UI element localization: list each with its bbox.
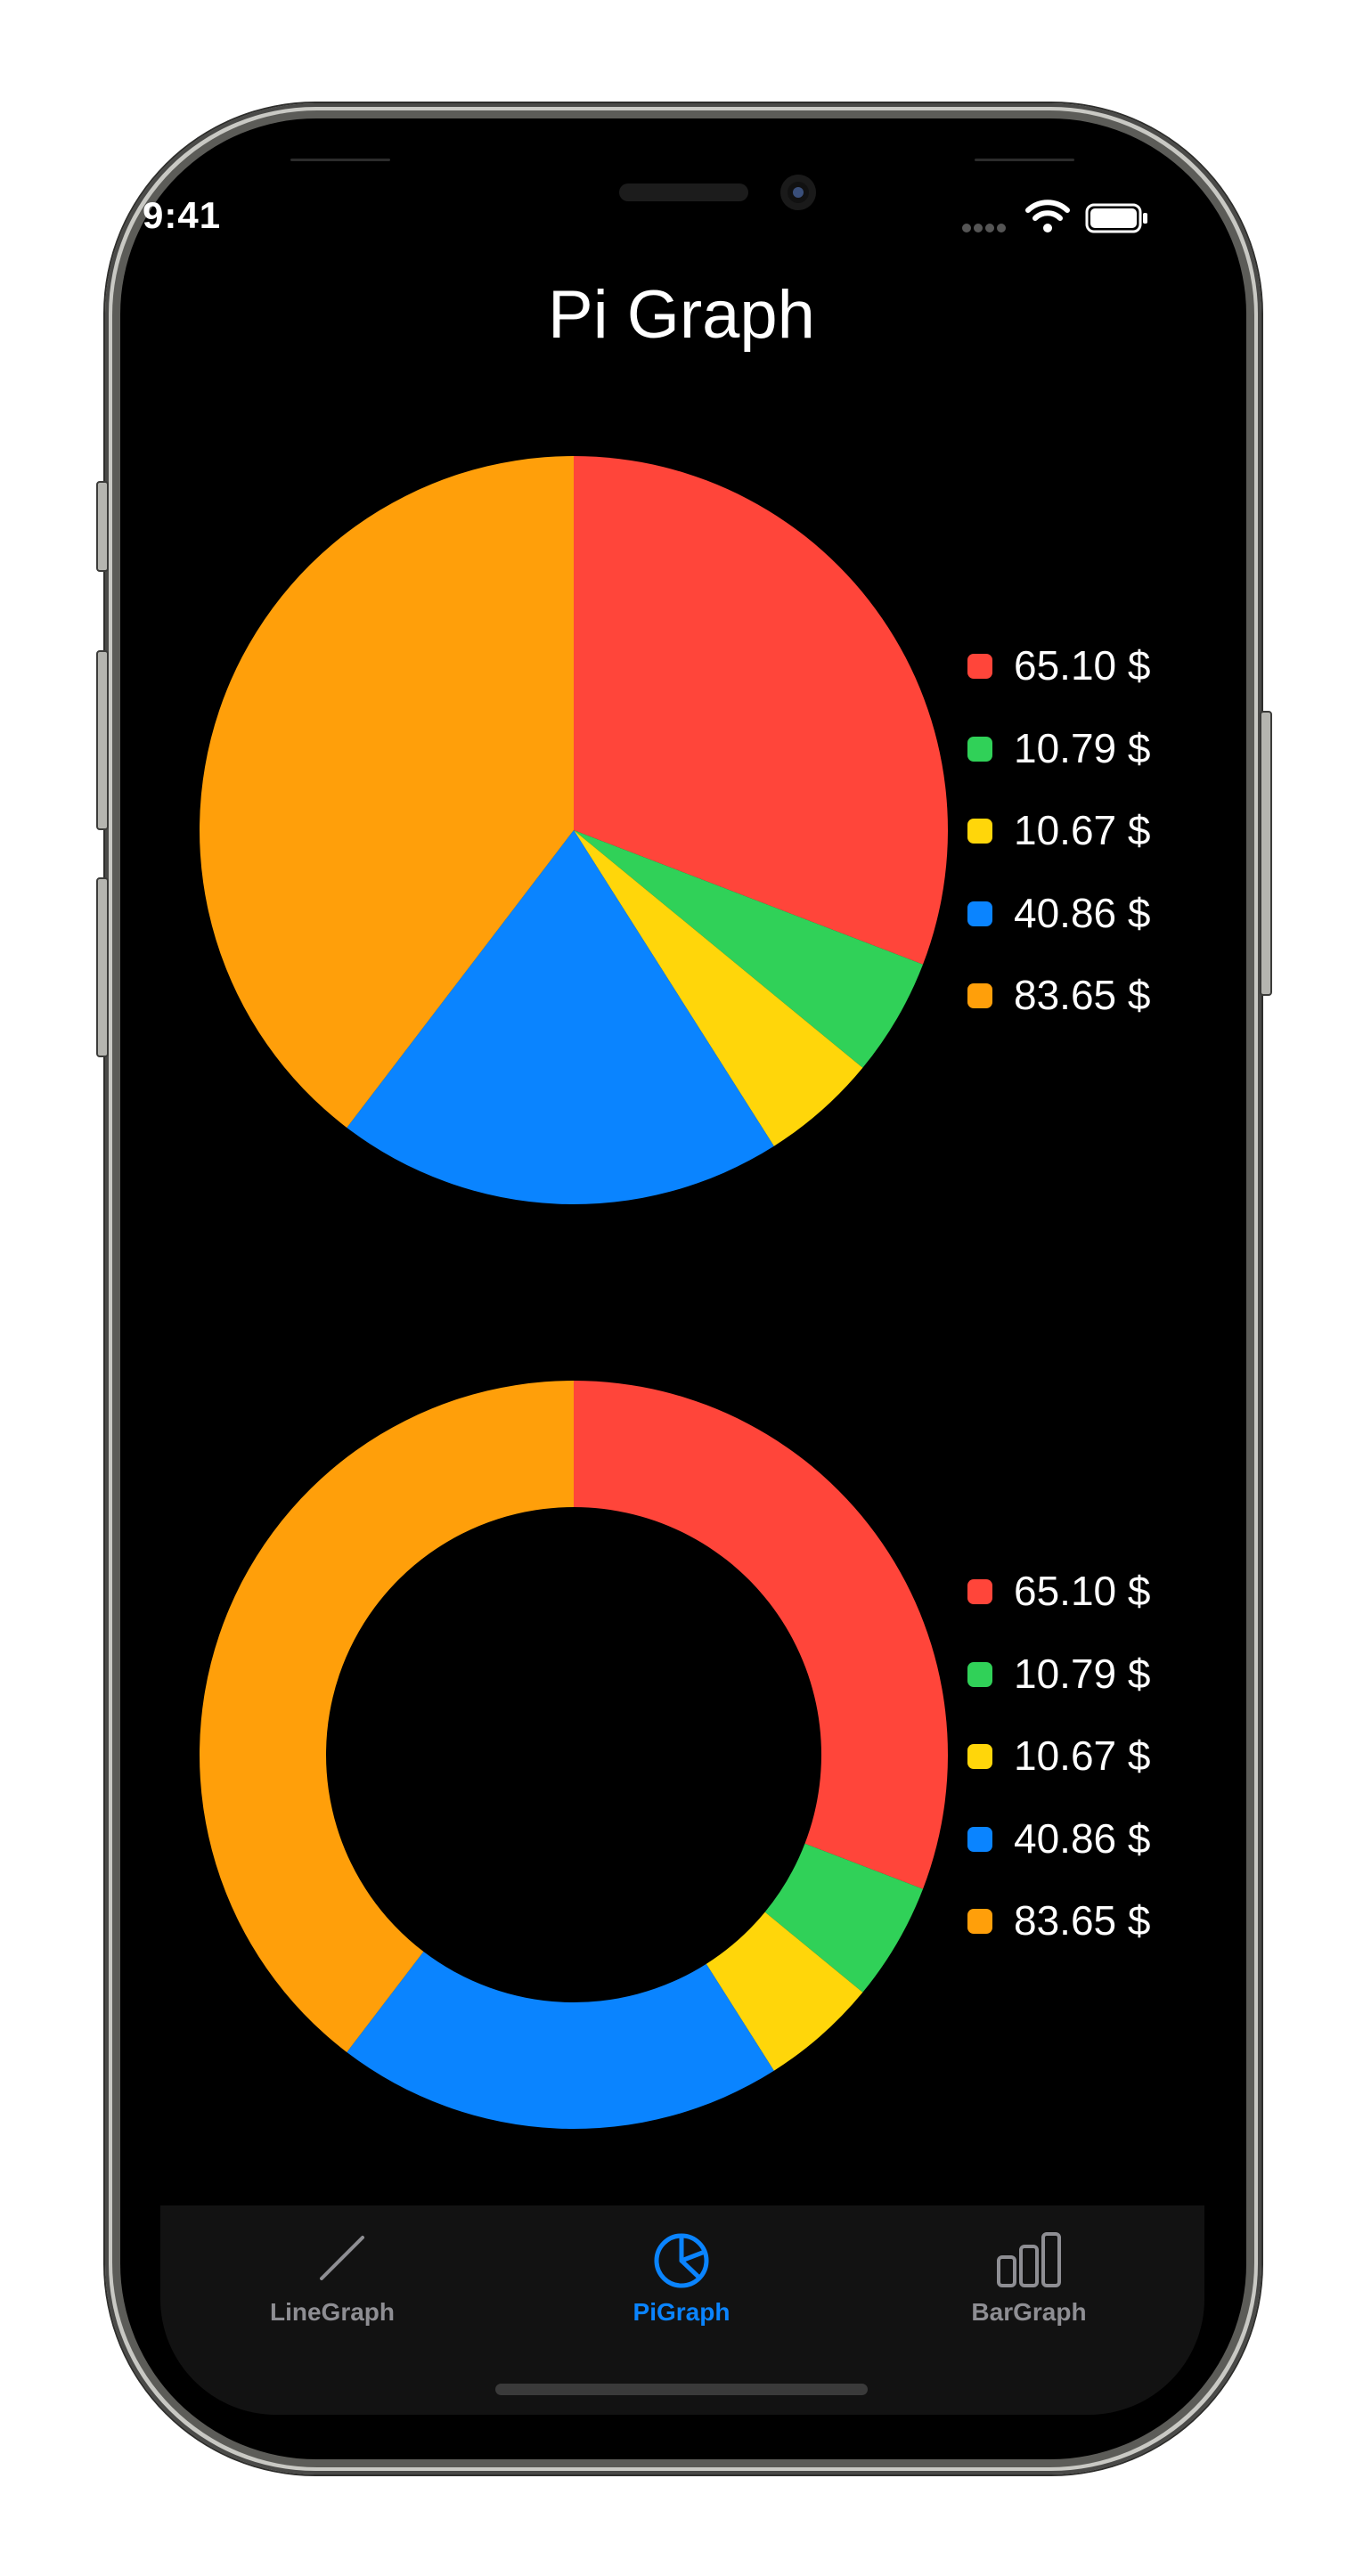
tab-label: BarGraph [971, 2298, 1087, 2326]
signal-icon [962, 224, 1006, 232]
volume-up-button [96, 650, 109, 830]
tab-bargraph[interactable]: BarGraph [913, 2227, 1145, 2343]
legend-swatch [967, 1661, 992, 1687]
legend-label: 40.86 $ [1014, 1814, 1151, 1862]
earpiece-speaker [619, 183, 748, 201]
legend-swatch [967, 819, 992, 844]
legend-swatch [967, 901, 992, 926]
legend-label: 83.65 $ [1014, 972, 1151, 1018]
donut-slice-2 [764, 1843, 924, 1993]
pie-slice-5 [199, 456, 574, 1128]
legend-swatch [967, 1826, 992, 1852]
line-graph-icon [320, 2236, 364, 2280]
page-title: Pi Graph [548, 277, 815, 353]
tab-label: LineGraph [269, 2298, 395, 2326]
status-time: 9:41 [143, 194, 222, 236]
legend-swatch [967, 983, 992, 1008]
legend-label: 10.67 $ [1014, 807, 1151, 853]
tab-pigraph[interactable]: PiGraph [566, 2227, 797, 2343]
legend-swatch [967, 654, 992, 679]
front-camera [780, 175, 816, 210]
pie-slice-3 [574, 830, 863, 1146]
legend-label: 10.67 $ [1014, 1732, 1151, 1779]
pie-slice-4 [347, 830, 774, 1204]
wifi-icon [1025, 200, 1070, 232]
legend-swatch [967, 1579, 992, 1604]
tab-linegraph[interactable]: LineGraph [216, 2227, 448, 2343]
pie-graph-icon [654, 2233, 709, 2288]
legend-label: 65.10 $ [1014, 642, 1151, 689]
legend-label: 40.86 $ [1014, 889, 1151, 936]
donut-slice-1 [574, 1381, 948, 1889]
legend-swatch [967, 1909, 992, 1934]
legend-label: 10.79 $ [1014, 1650, 1151, 1697]
battery-icon [1085, 203, 1147, 233]
pie-slice-2 [574, 830, 924, 1068]
silent-switch [96, 481, 109, 572]
donut-slice-4 [347, 1952, 774, 2129]
pie-slice-1 [574, 456, 948, 965]
volume-down-button [96, 877, 109, 1057]
antenna-line-left [290, 159, 390, 161]
donut-slice-3 [706, 1912, 863, 2071]
legend-label: 83.65 $ [1014, 1897, 1151, 1944]
tab-label: PiGraph [633, 2298, 730, 2326]
donut-slice-5 [200, 1381, 574, 2052]
home-indicator[interactable] [495, 2384, 868, 2395]
legend-swatch [967, 736, 992, 762]
legend-label: 10.79 $ [1014, 724, 1151, 771]
donut-chart-plot [200, 1381, 948, 2129]
legend-swatch [967, 1744, 992, 1769]
legend-label: 65.10 $ [1014, 1568, 1151, 1614]
bar-graph-icon [997, 2232, 1061, 2287]
pie-chart-plot [199, 456, 948, 1204]
power-button [1260, 711, 1272, 996]
antenna-line-right [975, 159, 1074, 161]
